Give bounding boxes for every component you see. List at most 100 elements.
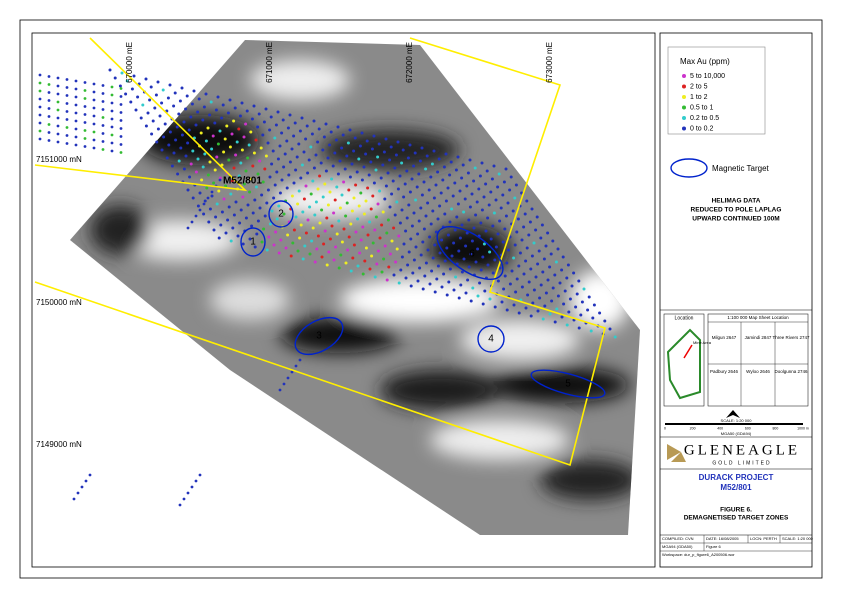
drillhole [579,313,583,317]
drillhole [438,251,442,255]
drillhole [194,214,198,218]
drillhole [550,299,554,303]
drillhole [381,163,385,167]
drillhole [496,232,500,236]
drillhole [210,147,214,151]
drillhole [218,129,222,133]
drillhole [565,323,569,327]
drillhole [341,133,345,137]
drillhole [101,148,105,151]
drillhole [304,184,308,188]
drillhole [335,232,339,236]
drillhole [209,100,213,104]
drillhole [460,176,464,180]
drillhole [513,243,517,247]
drillhole [113,76,117,80]
drillhole [511,209,515,213]
drillhole [246,156,250,160]
drillhole [447,280,451,284]
drillhole [273,136,277,140]
drillhole [445,246,449,250]
drillhole [211,134,215,138]
drillhole [328,190,332,194]
drillhole [294,364,298,368]
drillhole [453,228,457,232]
drillhole [288,113,292,117]
drillhole [586,308,590,312]
drillhole [250,117,254,121]
drillhole [316,140,320,144]
drillhole [110,133,114,137]
drillhole [283,152,287,156]
drillhole [378,236,382,240]
drillhole [119,135,123,138]
drillhole [38,97,42,101]
drillhole [438,204,442,208]
easting-label: 672000 mE [405,42,414,83]
drillhole [589,329,593,333]
tenement-label: M52/801 [223,176,262,187]
drillhole [417,172,421,176]
location-arrow [683,344,693,359]
drillhole [76,491,80,495]
drillhole [286,376,290,380]
drillhole [372,134,376,138]
drillhole [222,150,226,154]
sheet-name: Wyloo 2646 [746,369,770,374]
drillhole [194,479,198,483]
drillhole [238,221,242,225]
drillhole [120,71,124,75]
drillhole [278,144,282,148]
drillhole [390,192,394,196]
drillhole [433,290,437,294]
drillhole [388,252,392,256]
drillhole [460,223,464,227]
drillhole [141,103,145,107]
drillhole [506,201,510,205]
drillhole [540,223,544,227]
drillhole [230,132,234,136]
drillhole [327,250,331,254]
drillhole [178,503,182,507]
drillhole [376,202,380,206]
drillhole [452,241,456,245]
drillhole [56,92,60,96]
drillhole [267,235,271,239]
drillhole [314,153,318,157]
drillhole [263,167,267,171]
drillhole [186,188,190,192]
drillhole [119,151,123,154]
drillhole [168,130,172,134]
location-title: Location [675,315,694,321]
drillhole [277,204,281,208]
drillhole [83,89,87,92]
drillhole [175,125,179,129]
drillhole [101,108,105,111]
drillhole [203,152,207,156]
drillhole [429,175,433,179]
drillhole [577,279,581,283]
drillhole [56,84,60,88]
drillhole [260,240,264,244]
drillhole [384,137,388,141]
drillhole [392,273,396,277]
legend-label: 5 to 10,000 [690,73,725,80]
drillhole [174,138,178,142]
drillhole [481,302,485,306]
drillhole [224,184,228,188]
drillhole [518,251,522,255]
drillhole [196,157,200,161]
drillhole [457,296,461,300]
drillhole [344,214,348,218]
drillhole [354,230,358,234]
drillhole [336,125,340,129]
drillhole [382,150,386,154]
drillhole [373,275,377,279]
drillhole [505,261,509,265]
drillhole [467,265,471,269]
drillhole [266,141,270,145]
drillhole [520,285,524,289]
drillhole [358,251,362,255]
drillhole [259,146,263,150]
drillhole [237,127,241,131]
